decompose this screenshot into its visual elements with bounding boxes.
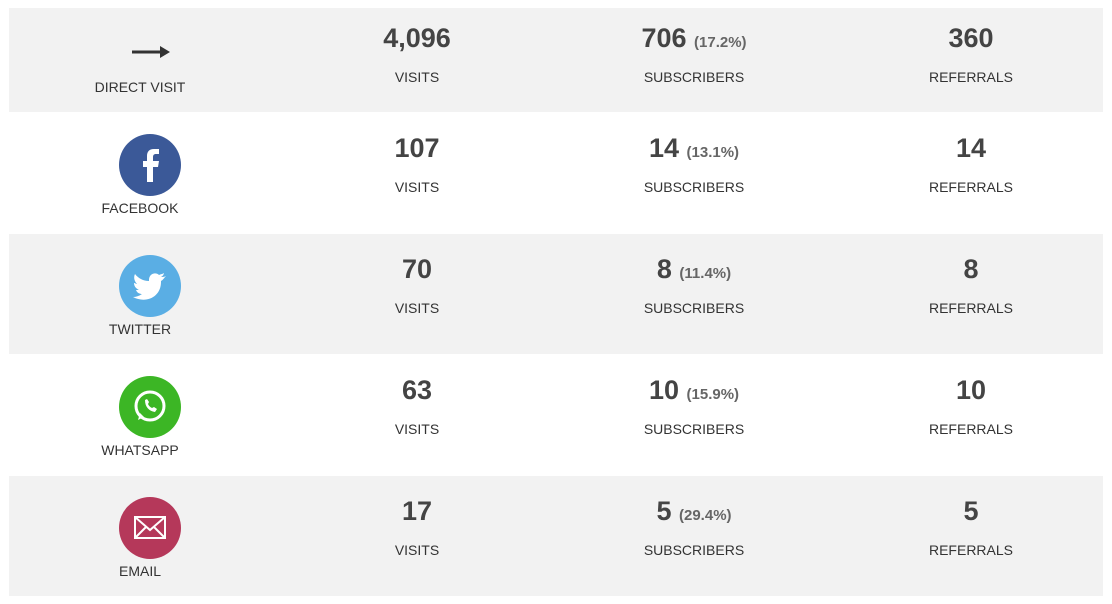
- source-label: EMAIL: [118, 563, 161, 579]
- visits-value: 4,096: [287, 23, 547, 54]
- subscribers-label: SUBSCRIBERS: [643, 179, 745, 195]
- visits-label: VISITS: [394, 179, 440, 195]
- source-label: FACEBOOK: [101, 200, 179, 216]
- subscribers-value: 10 (15.9%): [564, 375, 824, 406]
- source-icon: [110, 497, 190, 564]
- visits-label: VISITS: [394, 542, 440, 558]
- subscriber-percent: (13.1%): [686, 144, 740, 161]
- visits-label: VISITS: [394, 300, 440, 316]
- subscriber-percent: (29.4%): [679, 507, 732, 524]
- source-icon: [110, 21, 190, 88]
- subscribers-number: 5: [656, 496, 672, 526]
- referrals-label: REFERRALS: [928, 542, 1014, 558]
- referrals-number: 360: [948, 23, 994, 53]
- subscriber-percent: (17.2%): [694, 34, 747, 51]
- source-icon: [110, 134, 190, 201]
- referrals-number: 10: [955, 375, 987, 405]
- visits-number: 17: [401, 496, 433, 526]
- source-icon: [110, 376, 190, 443]
- subscribers-number: 706: [641, 23, 687, 53]
- visits-value: 63: [287, 375, 547, 406]
- referrals-label: REFERRALS: [928, 421, 1014, 437]
- subscribers-value: 5 (29.4%): [564, 496, 824, 527]
- referrals-number: 14: [955, 133, 987, 163]
- visits-number: 63: [401, 375, 433, 405]
- referrals-number: 8: [963, 254, 979, 284]
- table-row: TWITTER 70 VISITS 8 (11.4%) SUBSCRIBERS 8 REFE…: [9, 234, 1103, 354]
- source-label: WHATSAPP: [101, 442, 179, 458]
- source-label: TWITTER: [108, 321, 172, 337]
- subscribers-value: 706 (17.2%): [564, 23, 824, 54]
- table-row: DIRECT VISIT 4,096 VISITS 706 (17.2%) SUBSCR…: [9, 8, 1103, 112]
- referrals-value: 10: [841, 375, 1101, 406]
- referrals-label: REFERRALS: [928, 179, 1014, 195]
- referrals-value: 5: [841, 496, 1101, 527]
- subscriber-percent: (11.4%): [679, 265, 732, 282]
- referrals-value: 8: [841, 254, 1101, 285]
- visits-label: VISITS: [394, 421, 440, 437]
- table-row: FACEBOOK 107 VISITS 14 (13.1%) SUBSCRIBERS 14…: [9, 113, 1103, 233]
- visits-number: 107: [394, 133, 440, 163]
- subscribers-number: 8: [656, 254, 672, 284]
- subscribers-value: 8 (11.4%): [564, 254, 824, 285]
- visits-value: 70: [287, 254, 547, 285]
- subscribers-label: SUBSCRIBERS: [643, 300, 745, 316]
- subscriber-percent: (15.9%): [686, 386, 740, 403]
- visits-label: VISITS: [394, 69, 440, 85]
- visits-value: 107: [287, 133, 547, 164]
- subscribers-label: SUBSCRIBERS: [643, 542, 745, 558]
- table-row: EMAIL 17 VISITS 5 (29.4%) SUBSCRIBERS 5 REFERR…: [9, 476, 1103, 596]
- referrals-value: 360: [841, 23, 1101, 54]
- visits-value: 17: [287, 496, 547, 527]
- subscribers-number: 10: [648, 375, 679, 405]
- referrals-label: REFERRALS: [928, 69, 1014, 85]
- subscribers-label: SUBSCRIBERS: [643, 69, 745, 85]
- table-row: WHATSAPP 63 VISITS 10 (15.9%) SUBSCRIBERS 10 R…: [9, 355, 1103, 475]
- referrals-number: 5: [963, 496, 979, 526]
- visits-number: 4,096: [383, 23, 451, 53]
- visits-number: 70: [401, 254, 433, 284]
- source-icon: [110, 255, 190, 322]
- referrals-value: 14: [841, 133, 1101, 164]
- subscribers-number: 14: [648, 133, 679, 163]
- referrals-label: REFERRALS: [928, 300, 1014, 316]
- source-label: DIRECT VISIT: [94, 79, 186, 95]
- subscribers-value: 14 (13.1%): [564, 133, 824, 164]
- subscribers-label: SUBSCRIBERS: [643, 421, 745, 437]
